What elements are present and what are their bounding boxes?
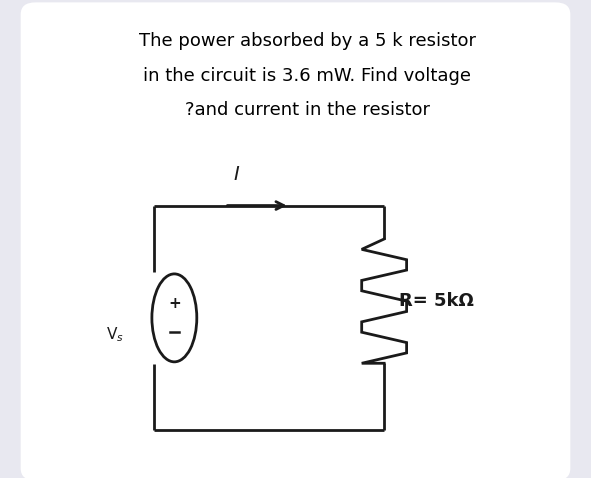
Text: $I$: $I$ xyxy=(233,165,240,184)
Ellipse shape xyxy=(152,274,197,362)
Text: in the circuit is 3.6 mW. Find voltage: in the circuit is 3.6 mW. Find voltage xyxy=(144,66,471,85)
Text: V$_s$: V$_s$ xyxy=(106,325,124,344)
Text: The power absorbed by a 5 k resistor: The power absorbed by a 5 k resistor xyxy=(139,32,476,50)
FancyBboxPatch shape xyxy=(21,2,570,478)
Text: ?and current in the resistor: ?and current in the resistor xyxy=(185,101,430,120)
Text: R= 5kΩ: R= 5kΩ xyxy=(399,292,474,310)
Text: +: + xyxy=(168,296,181,311)
